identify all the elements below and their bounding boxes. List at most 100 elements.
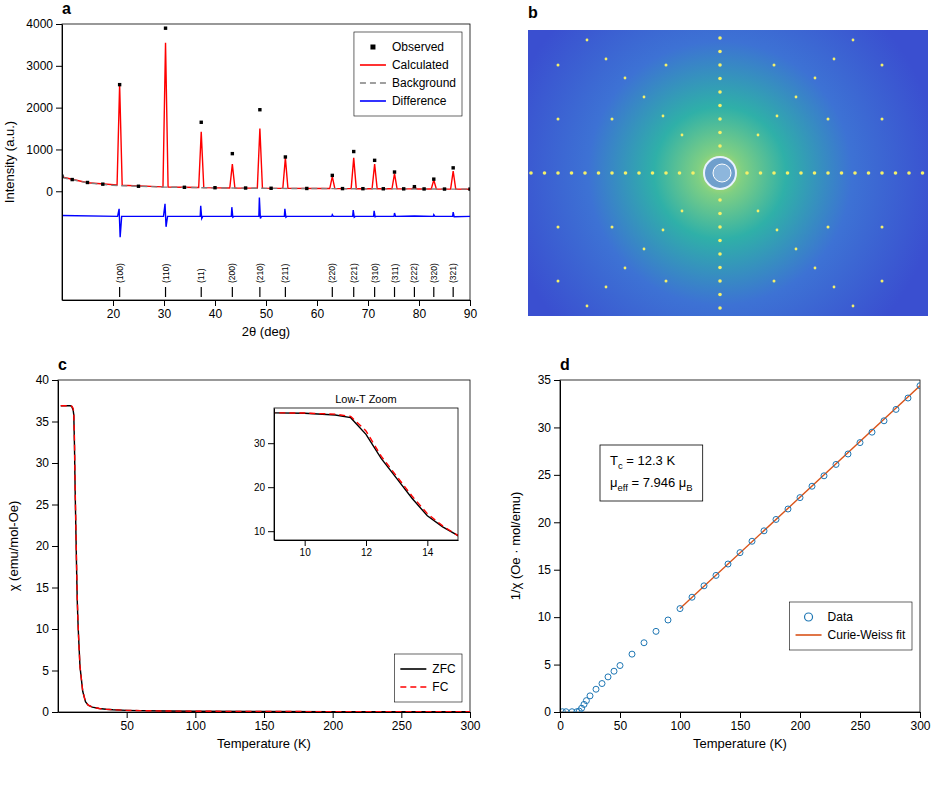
- diffraction-spot: [681, 134, 684, 137]
- y-axis-title: 1/χ (Oe · mol/emu): [508, 492, 523, 601]
- legend-label: Observed: [392, 40, 444, 54]
- tick-label: 10: [538, 610, 552, 624]
- diffraction-spot: [718, 212, 722, 216]
- data-point: [71, 178, 74, 181]
- data-point: [665, 617, 671, 623]
- diffraction-spot: [881, 64, 884, 67]
- data-point: [258, 108, 261, 111]
- data-point: [183, 186, 186, 189]
- data-point: [305, 187, 308, 190]
- tick-label: 5: [544, 658, 551, 672]
- diffraction-spot: [529, 171, 533, 175]
- y-axis: 01000200030004000: [26, 17, 62, 300]
- panel: d05010015020025030005101520253035Tempera…: [508, 356, 931, 751]
- diffraction-spot: [718, 306, 722, 310]
- tick: 300: [460, 712, 480, 733]
- legend-entry: Background: [360, 76, 456, 90]
- tick-label: 35: [538, 373, 552, 387]
- tick: 0: [557, 712, 564, 733]
- diffraction-spot: [662, 115, 665, 118]
- reflection-tick: [201, 287, 202, 297]
- reflection-tick: [332, 287, 333, 297]
- tick-label: 250: [392, 719, 412, 733]
- diffraction-spot: [776, 115, 779, 118]
- diffraction-spot: [586, 39, 589, 42]
- annotation-text: μ: [610, 475, 618, 490]
- data-point: [737, 550, 743, 556]
- data-point: [605, 674, 611, 680]
- tick-mark: [52, 463, 58, 464]
- reflection-label: (11): [196, 268, 206, 283]
- reflection-tick: [119, 287, 120, 297]
- series-line: [274, 413, 458, 540]
- diffraction-spot: [624, 171, 628, 175]
- tick-mark: [554, 380, 560, 381]
- panel: c501001502002503000510152025303540Temper…: [6, 356, 945, 751]
- reflection-tick: [414, 287, 415, 297]
- tick-mark: [470, 712, 471, 718]
- tick-label: 300: [910, 719, 930, 733]
- tick: 30: [36, 456, 58, 470]
- tick-mark: [268, 531, 274, 532]
- panel: a(100)(110)(11)(200)(210)(211)(220)(221)…: [2, 0, 477, 339]
- tick-mark: [860, 712, 861, 718]
- tick-mark: [366, 540, 367, 546]
- diffraction-spot: [852, 39, 855, 42]
- y-axis-title: χ (emu/mol-Oe): [6, 501, 21, 592]
- tick: 5: [42, 664, 58, 678]
- data-point: [393, 170, 396, 173]
- image-background: [528, 30, 928, 316]
- tick: 25: [36, 498, 58, 512]
- annotation-text: = 7.946 μ: [628, 475, 686, 490]
- tick-mark: [164, 300, 165, 306]
- diffraction-spot: [718, 239, 722, 243]
- diffraction-spot: [718, 225, 722, 229]
- annotation: μeff = 7.946 μB: [610, 475, 693, 493]
- data-point: [869, 429, 875, 435]
- tick: 20: [538, 516, 560, 530]
- tick-mark: [401, 712, 402, 718]
- data-point: [284, 155, 287, 158]
- reflection-label: (310): [370, 263, 380, 283]
- tick: 1000: [26, 143, 62, 157]
- axis-line: [58, 381, 59, 713]
- tick: 250: [850, 712, 870, 733]
- diffraction-spot: [907, 171, 911, 175]
- tick: 0: [544, 705, 560, 719]
- marks: [560, 383, 920, 712]
- data-point: [809, 483, 815, 489]
- data-point: [164, 26, 167, 29]
- diffraction-spot: [597, 171, 601, 175]
- tick-mark: [127, 712, 128, 718]
- inset-y-axis: 102030: [254, 409, 275, 541]
- diffraction-spot: [611, 226, 614, 229]
- tick-label: 30: [254, 438, 266, 449]
- legend-line: [796, 634, 822, 636]
- diffraction-spot: [611, 118, 614, 121]
- tick-mark: [427, 540, 428, 546]
- series-line: [62, 177, 470, 189]
- tick-mark: [554, 712, 560, 713]
- series-line: [61, 406, 470, 712]
- data-point: [857, 440, 863, 446]
- tick-mark: [52, 588, 58, 589]
- legend-entry: Data: [805, 610, 854, 624]
- tick-label: 2000: [26, 101, 53, 115]
- axis-line: [62, 25, 63, 301]
- legend: ObservedCalculatedBackgroundDifference: [354, 32, 462, 116]
- diffraction-spot: [840, 171, 844, 175]
- legend-entry: Curie-Weiss fit: [796, 628, 906, 642]
- tick: 200: [323, 712, 343, 733]
- tick-mark: [554, 665, 560, 666]
- reflection-label: (211): [280, 264, 290, 283]
- tick-mark: [470, 300, 471, 306]
- x-axis-title: 2θ (deg): [242, 324, 290, 339]
- tick-mark: [56, 191, 62, 192]
- tick: 20: [254, 482, 274, 493]
- tick: 12: [361, 540, 373, 558]
- tick-mark: [419, 300, 420, 306]
- diffraction-spot: [718, 293, 722, 297]
- tick-mark: [620, 712, 621, 718]
- diffraction-image: [528, 30, 928, 316]
- reflection-tick: [165, 287, 166, 297]
